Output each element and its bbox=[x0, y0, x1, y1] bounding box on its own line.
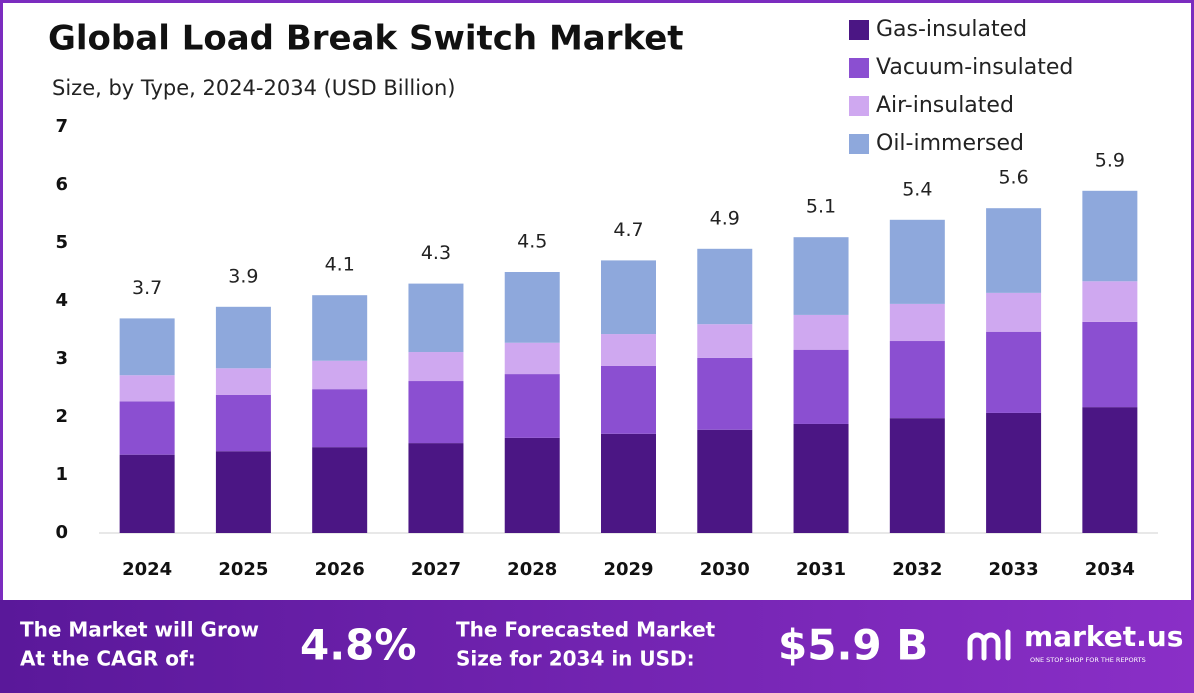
legend-label: Gas-insulated bbox=[876, 17, 1027, 42]
x-tick-label: 2033 bbox=[989, 559, 1039, 580]
legend-label: Air-insulated bbox=[876, 93, 1014, 118]
total-label: 3.7 bbox=[132, 277, 162, 299]
total-label: 4.9 bbox=[710, 207, 740, 229]
bar-segment bbox=[889, 418, 945, 533]
bar-segment bbox=[697, 357, 753, 430]
bar-segment bbox=[408, 283, 464, 353]
bar-segment bbox=[504, 374, 560, 438]
total-label: 5.6 bbox=[998, 167, 1028, 189]
forecast-value: $5.9 B bbox=[778, 621, 928, 670]
bar-segment bbox=[697, 429, 753, 533]
bar-segment bbox=[697, 248, 753, 325]
brand-logo bbox=[967, 629, 1011, 661]
y-tick-label: 4 bbox=[55, 290, 68, 311]
chart-subtitle: Size, by Type, 2024-2034 (USD Billion) bbox=[52, 76, 455, 100]
bar-segment bbox=[697, 324, 753, 358]
y-tick-label: 1 bbox=[55, 464, 68, 485]
brand-name: market.us bbox=[1024, 620, 1183, 653]
x-tick-label: 2024 bbox=[122, 559, 172, 580]
bar-segment bbox=[1082, 190, 1138, 282]
x-tick-label: 2025 bbox=[218, 559, 268, 580]
x-tick-label: 2027 bbox=[411, 559, 461, 580]
legend-swatch bbox=[849, 20, 869, 40]
y-tick-label: 2 bbox=[55, 406, 68, 427]
footer: The Market will Grow At the CAGR of: 4.8… bbox=[20, 618, 1183, 671]
bar-segment bbox=[119, 454, 175, 533]
logo-mark bbox=[967, 632, 1001, 661]
bar-segment bbox=[408, 352, 464, 382]
bar-segment bbox=[793, 349, 849, 424]
bar-segment bbox=[312, 389, 368, 448]
total-label: 5.4 bbox=[902, 178, 932, 200]
footer-band bbox=[0, 600, 1194, 693]
y-tick-label: 0 bbox=[55, 522, 68, 543]
brand-tagline: ONE STOP SHOP FOR THE REPORTS bbox=[1030, 656, 1146, 664]
x-tick-label: 2029 bbox=[603, 559, 653, 580]
bar-segment bbox=[215, 451, 271, 533]
forecast-label: The Forecasted Market bbox=[456, 618, 716, 642]
bar-segment bbox=[1082, 281, 1138, 322]
y-tick-label: 6 bbox=[55, 174, 68, 195]
bar-segment bbox=[408, 443, 464, 533]
total-label: 4.7 bbox=[613, 219, 643, 241]
total-label: 4.3 bbox=[421, 242, 451, 264]
bar-segment bbox=[986, 331, 1042, 413]
total-label: 5.1 bbox=[806, 196, 836, 218]
bar-segment bbox=[312, 360, 368, 390]
bar-segment bbox=[215, 368, 271, 395]
bar-segment bbox=[793, 314, 849, 350]
bar-segment bbox=[312, 295, 368, 361]
bar-segment bbox=[119, 318, 175, 376]
legend-swatch bbox=[849, 96, 869, 116]
bar-segment bbox=[601, 433, 656, 533]
bar-segment bbox=[793, 423, 849, 533]
cagr-value: 4.8% bbox=[300, 621, 416, 670]
bar-segment bbox=[312, 447, 368, 533]
bar-segment bbox=[119, 401, 175, 455]
bar-segment bbox=[889, 341, 945, 419]
legend-label: Oil-immersed bbox=[876, 131, 1024, 156]
bar-segment bbox=[889, 219, 945, 304]
bar-segment bbox=[504, 272, 560, 343]
bar-segment bbox=[504, 342, 560, 375]
bar-segment bbox=[1082, 321, 1138, 408]
total-label: 5.9 bbox=[1095, 149, 1125, 171]
x-tick-label: 2031 bbox=[796, 559, 846, 580]
total-label: 3.9 bbox=[228, 265, 258, 287]
bar-segment bbox=[986, 292, 1042, 332]
bar-segment bbox=[215, 306, 271, 369]
x-tick-label: 2032 bbox=[892, 559, 942, 580]
bar-segment bbox=[119, 375, 175, 402]
cagr-label: At the CAGR of: bbox=[20, 647, 196, 671]
total-label: 4.1 bbox=[325, 254, 355, 276]
x-tick-label: 2030 bbox=[700, 559, 750, 580]
y-tick-label: 3 bbox=[55, 348, 68, 369]
x-tick-label: 2026 bbox=[315, 559, 365, 580]
bar-segment bbox=[793, 237, 849, 315]
bar-segment bbox=[601, 334, 656, 366]
bar-segment bbox=[889, 303, 945, 342]
bar-segment bbox=[601, 365, 656, 434]
bar-segment bbox=[986, 412, 1042, 533]
bar-segment bbox=[1082, 407, 1138, 533]
total-label: 4.5 bbox=[517, 231, 547, 253]
y-tick-label: 5 bbox=[55, 232, 68, 253]
bar-segment bbox=[215, 394, 271, 452]
legend-swatch bbox=[849, 134, 869, 154]
y-tick-label: 7 bbox=[55, 116, 68, 137]
bar-segment bbox=[601, 260, 656, 335]
x-tick-label: 2028 bbox=[507, 559, 557, 580]
legend-swatch bbox=[849, 58, 869, 78]
bar-segment bbox=[986, 208, 1042, 293]
legend-label: Vacuum-insulated bbox=[876, 55, 1073, 80]
cagr-label: The Market will Grow bbox=[20, 618, 259, 642]
forecast-label: Size for 2034 in USD: bbox=[456, 647, 695, 671]
bar-segment bbox=[504, 437, 560, 533]
chart-title: Global Load Break Switch Market bbox=[48, 19, 684, 59]
x-tick-label: 2034 bbox=[1085, 559, 1135, 580]
bar-segment bbox=[408, 381, 464, 444]
